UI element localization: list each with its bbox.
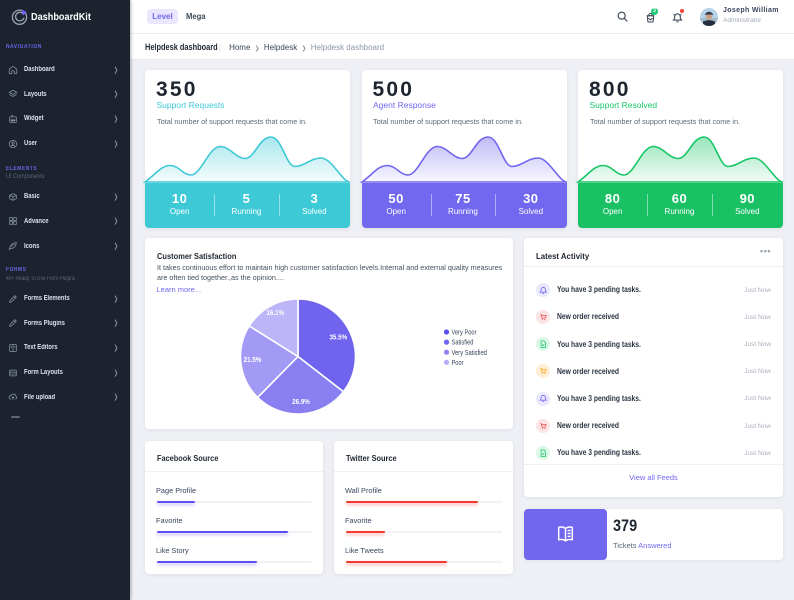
svg-text:Satisfied: Satisfied <box>452 337 474 346</box>
svg-text:Very Poor: Very Poor <box>452 327 477 336</box>
svg-text:16.1%: 16.1% <box>266 307 284 316</box>
svg-text:Very Satisfied: Very Satisfied <box>452 347 487 356</box>
svg-text:26.9%: 26.9% <box>292 396 310 405</box>
svg-text:21.5%: 21.5% <box>244 355 262 364</box>
svg-text:35.5%: 35.5% <box>329 332 347 341</box>
svg-text:Poor: Poor <box>452 357 464 366</box>
